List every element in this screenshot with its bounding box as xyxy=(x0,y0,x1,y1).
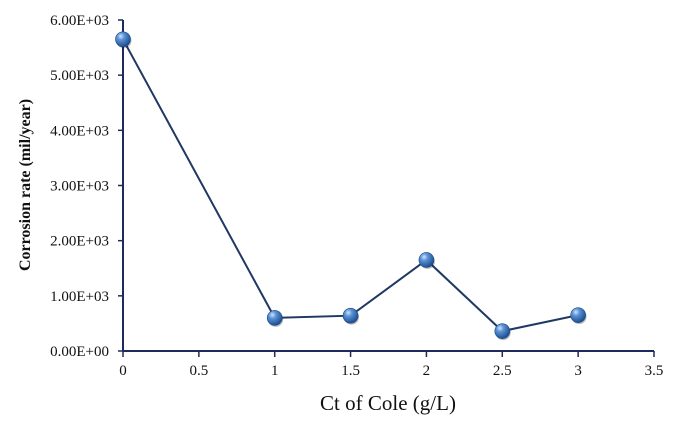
y-axis-label: Corrosion rate (mil/year) xyxy=(17,99,34,271)
x-tick-label: 2 xyxy=(423,363,431,379)
data-point-marker xyxy=(418,252,435,268)
y-tick-label: 2.00E+03 xyxy=(50,234,109,250)
data-point-marker xyxy=(342,307,359,324)
x-tick-label: 1.5 xyxy=(341,363,360,379)
x-axis-ticks: 0 0.5 1 1.5 2 2.5 3 3.5 xyxy=(119,351,663,379)
x-tick-label: 3.5 xyxy=(645,363,664,379)
x-tick-label: 2.5 xyxy=(493,363,512,379)
x-tick-label: 0.5 xyxy=(189,363,208,379)
x-tick-label: 0 xyxy=(119,363,127,379)
y-tick-label: 5.00E+03 xyxy=(50,68,109,84)
series-line xyxy=(122,38,579,333)
x-tick-label: 1 xyxy=(271,363,279,379)
y-tick-label: 4.00E+03 xyxy=(50,123,109,139)
x-axis-label: Ct of Cole (g/L) xyxy=(320,391,456,415)
y-tick-label: 1.00E+03 xyxy=(50,289,109,305)
x-tick-label: 3 xyxy=(574,363,582,379)
data-point-marker xyxy=(570,307,586,323)
data-series xyxy=(115,31,587,341)
y-axis-ticks: 0.00E+00 1.00E+03 2.00E+03 3.00E+03 4.00E+03… xyxy=(50,13,123,360)
y-tick-label: 0.00E+00 xyxy=(50,344,109,360)
data-point-marker xyxy=(115,31,131,48)
y-tick-label: 6.00E+03 xyxy=(50,13,109,29)
data-point-marker xyxy=(494,323,511,339)
data-point-marker xyxy=(266,310,283,326)
y-tick-label: 3.00E+03 xyxy=(50,179,109,195)
